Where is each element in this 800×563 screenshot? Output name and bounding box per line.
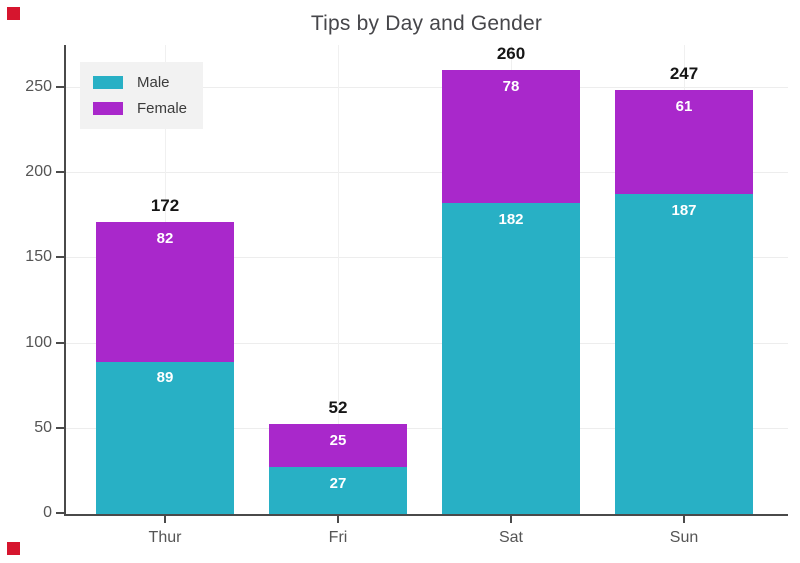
gridline-h — [65, 343, 788, 344]
bar-male-thur[interactable] — [96, 361, 234, 514]
x-tick-thur — [164, 516, 166, 523]
label-female-thur: 82 — [156, 230, 174, 247]
x-tick-label-fri: Fri — [328, 529, 348, 546]
bar-male-fri[interactable] — [269, 467, 407, 514]
label-total-fri: 52 — [328, 398, 348, 417]
bar-male-sat[interactable] — [442, 203, 580, 514]
y-tick-200 — [56, 171, 64, 173]
label-male-fri: 27 — [329, 475, 347, 492]
x-tick-sat — [510, 516, 512, 523]
y-tick-150 — [56, 256, 64, 258]
x-tick-label-thur: Thur — [148, 529, 182, 546]
gridline-h — [65, 87, 788, 88]
legend-label-male: Male — [137, 74, 170, 91]
label-total-thur: 172 — [150, 196, 180, 215]
label-female-sun: 61 — [675, 98, 693, 115]
legend-item-male[interactable]: Male — [93, 74, 187, 91]
label-female-fri: 25 — [329, 432, 347, 449]
legend-swatch-female — [93, 102, 123, 115]
y-tick-label-100: 100 — [25, 334, 52, 351]
x-tick-label-sat: Sat — [498, 529, 523, 546]
chart-title: Tips by Day and Gender — [310, 12, 543, 35]
x-tick-label-sun: Sun — [669, 529, 699, 546]
bar-female-sat[interactable] — [442, 70, 580, 203]
red-marker-top — [7, 7, 20, 20]
label-total-sat: 260 — [496, 44, 526, 63]
legend-swatch-male — [93, 76, 123, 89]
y-tick-label-150: 150 — [25, 248, 52, 265]
y-tick-label-50: 50 — [34, 419, 52, 436]
gridline-h — [65, 428, 788, 429]
bar-male-sun[interactable] — [615, 194, 753, 514]
label-male-sun: 187 — [671, 202, 697, 219]
legend: Male Female — [80, 62, 204, 129]
y-tick-100 — [56, 342, 64, 344]
legend-item-female[interactable]: Female — [93, 100, 187, 117]
gridline-v — [338, 45, 339, 514]
y-tick-50 — [56, 427, 64, 429]
gridline-h — [65, 172, 788, 173]
label-total-sun: 247 — [669, 64, 699, 83]
x-tick-sun — [683, 516, 685, 523]
label-female-sat: 78 — [502, 78, 520, 95]
y-tick-label-200: 200 — [25, 163, 52, 180]
y-tick-label-0: 0 — [43, 504, 52, 521]
x-axis-line — [64, 514, 788, 516]
bar-female-thur[interactable] — [96, 222, 234, 362]
label-male-sat: 182 — [498, 211, 524, 228]
bar-female-fri[interactable] — [269, 424, 407, 467]
y-tick-0 — [56, 512, 64, 514]
y-tick-label-250: 250 — [25, 78, 52, 95]
y-axis-line — [64, 45, 66, 516]
x-tick-fri — [337, 516, 339, 523]
label-male-thur: 89 — [156, 369, 174, 386]
gridline-h — [65, 257, 788, 258]
bar-female-sun[interactable] — [615, 90, 753, 194]
legend-label-female: Female — [137, 100, 188, 117]
red-marker-bottom — [7, 542, 20, 555]
y-tick-250 — [56, 86, 64, 88]
